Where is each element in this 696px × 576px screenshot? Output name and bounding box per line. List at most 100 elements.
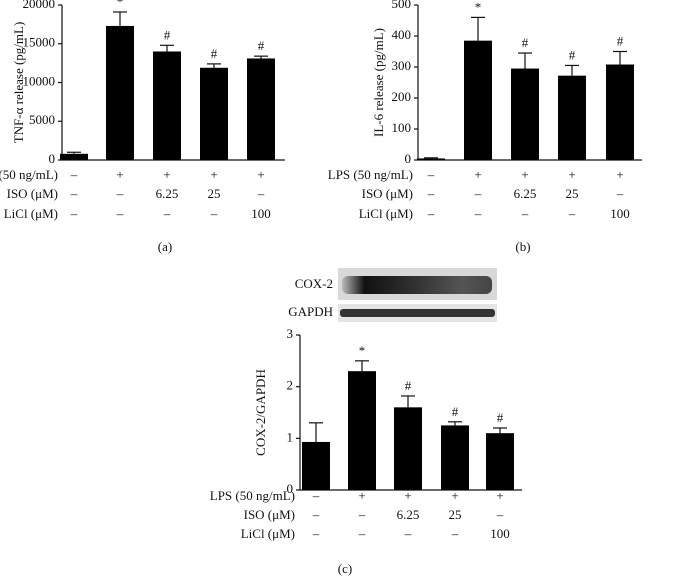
- y-tick-label: 1: [287, 429, 294, 444]
- treatment-value: –: [358, 507, 366, 522]
- bar: [200, 67, 228, 160]
- y-tick-label: 100: [392, 120, 412, 135]
- bar: [417, 158, 445, 160]
- significance-mark: #: [522, 35, 529, 50]
- blot-label: COX-2: [295, 276, 333, 291]
- significance-mark: #: [405, 378, 412, 393]
- treatment-value: +: [496, 488, 503, 503]
- significance-mark: #: [617, 33, 624, 48]
- treatment-name: ISO (μM): [362, 186, 413, 201]
- y-tick-label: 20000: [23, 0, 56, 11]
- treatment-value: 100: [251, 206, 271, 221]
- treatment-name: LPS (50 ng/mL): [328, 167, 413, 182]
- bar: [247, 58, 275, 160]
- treatment-value: –: [521, 206, 529, 221]
- treatment-value: +: [210, 167, 217, 182]
- treatment-value: 6.25: [156, 186, 179, 201]
- treatment-value: –: [474, 206, 482, 221]
- treatment-value: –: [451, 526, 459, 541]
- treatment-value: +: [257, 167, 264, 182]
- treatment-value: –: [427, 167, 435, 182]
- blot-label: GAPDH: [288, 304, 333, 319]
- significance-mark: *: [117, 0, 124, 9]
- western-blot: [338, 268, 497, 322]
- treatment-value: –: [70, 206, 78, 221]
- treatment-name: LPS (50 ng/mL): [0, 167, 58, 182]
- treatment-value: –: [404, 526, 412, 541]
- treatment-value: 100: [490, 526, 510, 541]
- treatment-name: ISO (μM): [244, 507, 295, 522]
- treatment-value: –: [312, 488, 320, 503]
- bar: [60, 153, 88, 160]
- y-tick-label: 5000: [29, 112, 55, 127]
- treatment-value: +: [568, 167, 575, 182]
- y-tick-label: 2: [287, 378, 294, 393]
- treatment-value: –: [163, 206, 171, 221]
- significance-mark: #: [258, 38, 265, 53]
- y-tick-label: 200: [392, 89, 412, 104]
- treatment-name: LPS (50 ng/mL): [210, 488, 295, 503]
- treatment-value: +: [451, 488, 458, 503]
- bar: [486, 433, 514, 490]
- treatment-value: –: [70, 186, 78, 201]
- treatment-value: –: [116, 186, 124, 201]
- treatment-value: +: [474, 167, 481, 182]
- y-tick-label: 300: [392, 58, 412, 73]
- treatment-value: –: [358, 526, 366, 541]
- significance-mark: *: [359, 343, 366, 358]
- treatment-value: –: [496, 507, 504, 522]
- treatment-value: –: [312, 507, 320, 522]
- treatment-value: +: [116, 167, 123, 182]
- treatment-value: +: [404, 488, 411, 503]
- treatment-value: +: [358, 488, 365, 503]
- significance-mark: #: [211, 46, 218, 61]
- y-tick-label: 15000: [23, 35, 56, 50]
- treatment-value: –: [427, 206, 435, 221]
- significance-mark: #: [497, 410, 504, 425]
- treatment-value: +: [521, 167, 528, 182]
- y-axis-label: COX-2/GAPDH: [253, 369, 268, 456]
- bar: [394, 407, 422, 490]
- treatment-value: 6.25: [397, 507, 420, 522]
- bar: [106, 25, 134, 160]
- treatment-value: –: [257, 186, 265, 201]
- bar: [464, 40, 492, 160]
- treatment-name: LiCl (μM): [4, 206, 58, 221]
- y-tick-label: 0: [49, 151, 56, 166]
- y-axis-label: IL-6 release (pg/mL): [371, 28, 386, 137]
- treatment-name: ISO (μM): [7, 186, 58, 201]
- treatment-name: LiCl (μM): [359, 206, 413, 221]
- treatment-value: –: [474, 186, 482, 201]
- treatment-value: –: [312, 526, 320, 541]
- y-tick-label: 400: [392, 27, 412, 42]
- bar: [153, 51, 181, 160]
- panel-label: (b): [515, 239, 530, 254]
- treatment-value: –: [427, 186, 435, 201]
- treatment-value: 25: [449, 507, 462, 522]
- y-axis-label: TNF-α release (pg/mL): [11, 22, 26, 144]
- treatment-value: 25: [566, 186, 579, 201]
- treatment-value: –: [116, 206, 124, 221]
- treatment-name: LiCl (μM): [241, 526, 295, 541]
- bar: [558, 75, 586, 160]
- treatment-value: –: [616, 186, 624, 201]
- significance-mark: #: [452, 404, 459, 419]
- treatment-value: +: [163, 167, 170, 182]
- y-tick-label: 0: [405, 151, 412, 166]
- bar: [511, 68, 539, 160]
- treatment-value: 25: [208, 186, 221, 201]
- treatment-value: 6.25: [514, 186, 537, 201]
- treatment-value: –: [210, 206, 218, 221]
- treatment-value: –: [70, 167, 78, 182]
- bar: [348, 371, 376, 490]
- bar: [441, 425, 469, 490]
- significance-mark: #: [164, 27, 171, 42]
- bar: [606, 64, 634, 160]
- y-tick-label: 500: [392, 0, 412, 11]
- treatment-value: 100: [610, 206, 630, 221]
- y-tick-label: 3: [287, 326, 294, 341]
- treatment-value: –: [568, 206, 576, 221]
- panel-label: (c): [338, 561, 352, 576]
- significance-mark: *: [475, 0, 482, 14]
